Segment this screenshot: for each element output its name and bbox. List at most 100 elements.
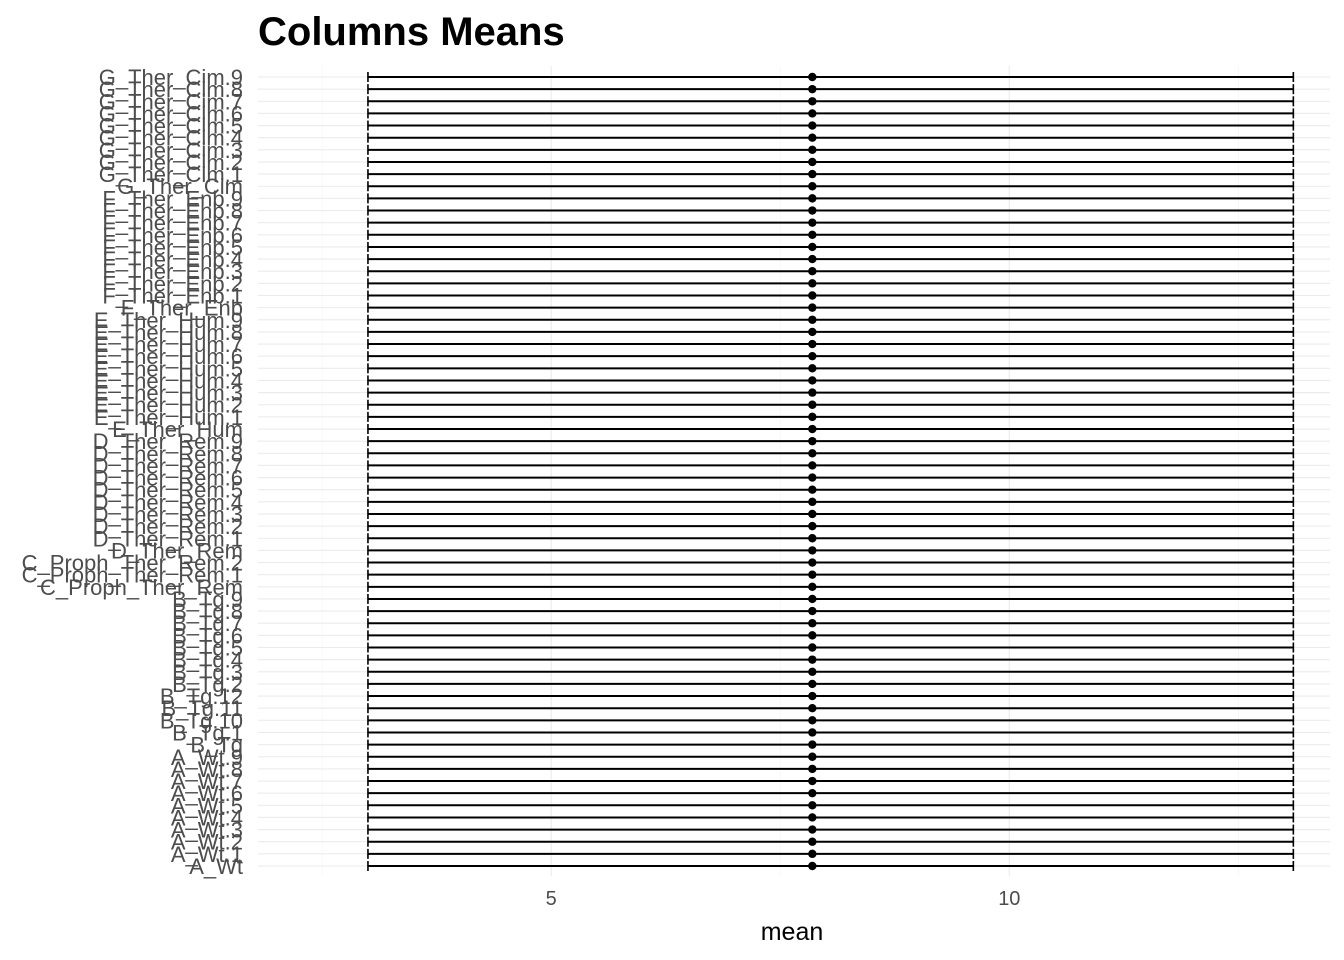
mean-point bbox=[808, 121, 817, 130]
mean-point bbox=[808, 752, 817, 761]
mean-point bbox=[808, 206, 817, 215]
mean-point bbox=[808, 327, 817, 337]
y-tick-label: D_Ther_Rem.7 bbox=[93, 453, 243, 478]
mean-point bbox=[808, 376, 817, 385]
y-tick-label: B_Tg.3 bbox=[172, 660, 243, 685]
mean-point bbox=[808, 861, 817, 871]
mean-point bbox=[808, 509, 817, 519]
y-tick-label: G_Ther_Cim.1 bbox=[99, 162, 243, 187]
y-tick-label: A_Wt.7 bbox=[171, 769, 243, 794]
mean-point bbox=[808, 534, 817, 543]
y-tick-label: A_Wt.4 bbox=[171, 805, 243, 830]
mean-point bbox=[808, 691, 817, 701]
y-tick-label: D_Ther_Rem.2 bbox=[93, 514, 243, 539]
mean-point bbox=[808, 473, 817, 482]
mean-point bbox=[808, 485, 817, 494]
mean-point bbox=[808, 655, 817, 664]
mean-point bbox=[808, 133, 817, 142]
y-tick-label: D_Ther_Rem.1 bbox=[93, 526, 243, 551]
y-tick-label: E_Ther_Hum.4 bbox=[94, 368, 243, 393]
mean-point bbox=[808, 169, 817, 179]
mean-point bbox=[808, 230, 817, 239]
mean-point bbox=[808, 728, 817, 737]
mean-point bbox=[808, 315, 817, 324]
y-tick-label: E_Ther_Hum.6 bbox=[94, 344, 243, 369]
mean-point bbox=[808, 218, 817, 227]
y-tick-label: D_Ther_Rem.4 bbox=[93, 490, 243, 515]
mean-point bbox=[808, 837, 817, 846]
mean-point bbox=[808, 631, 817, 640]
mean-point bbox=[808, 84, 817, 94]
y-tick-label: B_Tg.7 bbox=[172, 611, 243, 636]
y-tick-label: D_Ther_Rem.6 bbox=[93, 466, 243, 491]
errorbar-layer bbox=[367, 72, 1295, 871]
mean-point bbox=[808, 436, 817, 446]
mean-point bbox=[808, 194, 817, 203]
mean-point bbox=[808, 157, 817, 167]
y-tick-label: G_Ther_Cim.7 bbox=[99, 89, 243, 114]
y-tick-label: E_Ther_Hum.3 bbox=[94, 381, 243, 406]
y-tick-label: G_Ther_Cim.5 bbox=[99, 114, 243, 139]
y-tick-label: A_Wt bbox=[189, 854, 243, 879]
mean-point bbox=[808, 97, 817, 106]
mean-point bbox=[808, 72, 817, 82]
y-tick-label: C_Proph_Ther_Rem.2 bbox=[22, 551, 243, 576]
y-tick-label: F_Ther_Enb.7 bbox=[102, 211, 243, 236]
mean-point bbox=[808, 267, 817, 276]
y-tick-label: A_Wt.9 bbox=[171, 745, 243, 770]
mean-point bbox=[808, 606, 817, 616]
mean-point bbox=[808, 388, 817, 397]
y-tick-label: A_Wt.2 bbox=[171, 830, 243, 855]
mean-point bbox=[808, 570, 817, 579]
y-tick-label: D_Ther_Rem.9 bbox=[93, 429, 243, 454]
y-tick-label: F_Ther_Enb bbox=[121, 296, 243, 321]
mean-point bbox=[808, 412, 817, 422]
y-tick-label: G_Ther_Cim.4 bbox=[99, 126, 243, 151]
mean-point bbox=[808, 449, 817, 458]
mean-point bbox=[808, 849, 817, 859]
y-tick-label: A_Wt.1 bbox=[171, 842, 243, 867]
y-tick-label: B_Tg.5 bbox=[172, 636, 243, 661]
mean-point bbox=[808, 364, 817, 373]
mean-point bbox=[808, 339, 817, 349]
y-tick-label: G_Ther_Cim.3 bbox=[99, 138, 243, 163]
y-tick-labels: A_WtA_Wt.1A_Wt.2A_Wt.3A_Wt.4A_Wt.5A_Wt.6… bbox=[22, 65, 243, 879]
y-tick-label: G_Ther_Cim.6 bbox=[99, 101, 243, 126]
y-tick-label: B_Tg.11 bbox=[161, 696, 243, 721]
y-tick-label: B_Tg.4 bbox=[172, 648, 243, 673]
mean-point bbox=[808, 546, 817, 555]
mean-point bbox=[808, 740, 817, 749]
mean-point bbox=[808, 461, 817, 470]
y-tick-label: G_Ther_Cim bbox=[117, 174, 243, 199]
mean-point bbox=[808, 279, 817, 288]
y-tick-label: E_Ther_Hum.2 bbox=[94, 393, 243, 418]
mean-point bbox=[808, 667, 817, 676]
mean-point bbox=[808, 424, 817, 434]
y-tick-label: F_Ther_Enb.2 bbox=[102, 271, 243, 296]
y-tick-label: E_Ther_Hum.5 bbox=[94, 356, 243, 381]
grid-layer bbox=[258, 66, 1330, 876]
y-tick-label: B_Tg.9 bbox=[172, 587, 243, 612]
y-tick-label: F_Ther_Enb.8 bbox=[102, 199, 243, 224]
y-tick-label: C_Proph_Ther_Rem bbox=[40, 575, 243, 600]
x-axis-label: mean bbox=[761, 918, 824, 946]
y-tick-label: G_Ther_Cim.8 bbox=[99, 77, 243, 102]
mean-point bbox=[808, 619, 817, 628]
y-tick-label: F_Ther_Enb.1 bbox=[102, 283, 243, 308]
y-tick-label: G_Ther_Cim.2 bbox=[99, 150, 243, 175]
y-tick-label: A_Wt.8 bbox=[171, 757, 243, 782]
y-tick-label: B_Tg.10 bbox=[160, 708, 243, 733]
y-tick-label: F_Ther_Enb.9 bbox=[102, 186, 243, 211]
mean-point bbox=[808, 182, 817, 191]
mean-point bbox=[808, 497, 817, 507]
y-tick-label: D_Ther_Rem.3 bbox=[93, 502, 243, 527]
y-tick-label: D_Ther_Rem.5 bbox=[93, 478, 243, 503]
y-tick-label: E_Ther_Hum bbox=[112, 417, 243, 442]
y-tick-label: B_Tg.6 bbox=[172, 623, 243, 648]
y-tick-label: B_Tg.1 bbox=[172, 720, 243, 745]
y-tick-label: B_Tg.2 bbox=[172, 672, 243, 697]
y-tick-label: A_Wt.3 bbox=[171, 818, 243, 843]
y-tick-label: G_Ther_Cim.9 bbox=[99, 65, 243, 90]
y-tick-label: F_Ther_Enb.4 bbox=[102, 247, 243, 272]
